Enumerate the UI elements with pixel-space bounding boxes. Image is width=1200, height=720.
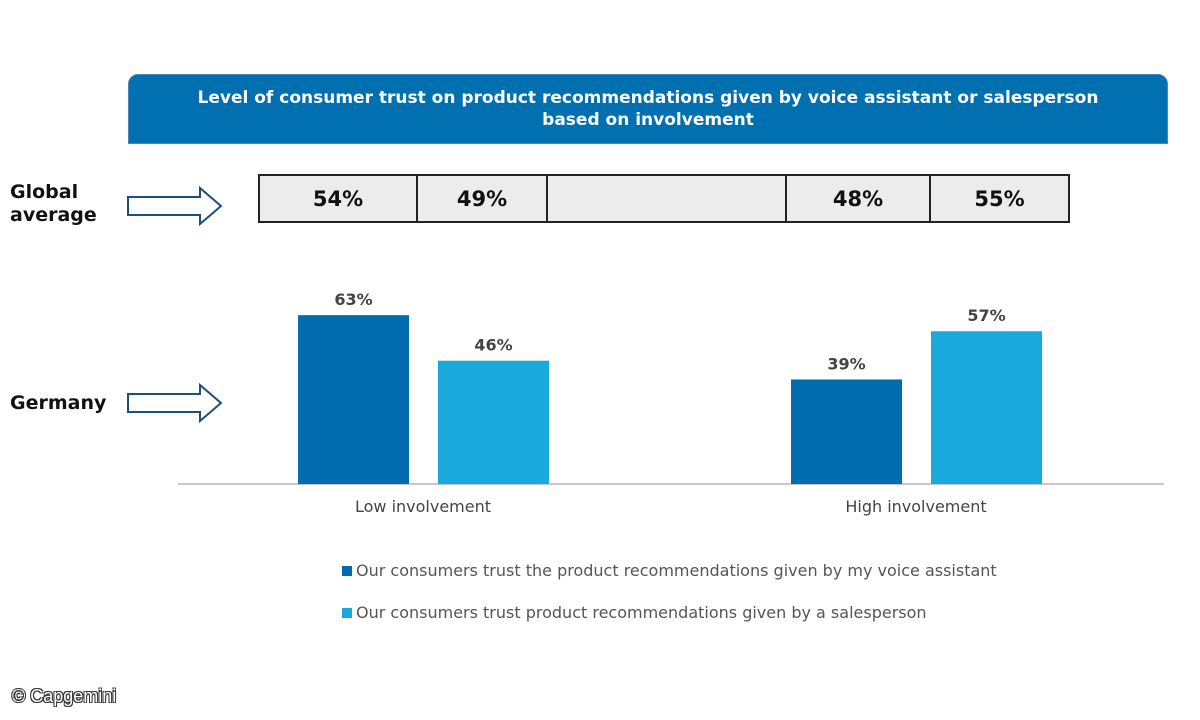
category-label-high: High involvement [845, 497, 986, 516]
global-label-line-1: Global [10, 181, 79, 203]
global-cell-high-salesperson: 55% [974, 186, 1025, 211]
data-label-high-voice: 39% [827, 354, 865, 373]
bar-high-voice [791, 379, 902, 484]
global-cell-low-salesperson: 49% [418, 176, 548, 221]
legend-label-voice-assistant: Our consumers trust the product recommen… [356, 561, 997, 580]
copyright-watermark: © Capgemini [12, 686, 117, 706]
bar-low-salesperson [438, 360, 549, 484]
legend-item-salesperson: Our consumers trust product recommendati… [342, 603, 927, 622]
chart-title-banner: Level of consumer trust on product recom… [128, 74, 1168, 144]
data-label-low-salesperson: 46% [474, 336, 512, 355]
global-cell-spacer [548, 176, 787, 221]
global-average-table: 54% 49% 48% 55% [258, 174, 1070, 223]
global-arrow-icon [127, 186, 223, 226]
germany-label: Germany [10, 392, 107, 414]
legend-item-voice-assistant: Our consumers trust the product recommen… [342, 561, 997, 580]
bar-low-voice [298, 315, 409, 484]
global-label-line-2: average [10, 204, 97, 226]
legend-swatch-salesperson [342, 607, 352, 618]
germany-arrow-icon [127, 383, 223, 423]
global-cell-high-voice: 48% [787, 176, 931, 221]
chart-title-line-1: Level of consumer trust on product recom… [197, 88, 1099, 108]
legend-label-salesperson: Our consumers trust product recommendati… [356, 603, 927, 622]
global-average-label: Global average [10, 181, 97, 227]
category-label-low: Low involvement [355, 497, 491, 516]
chart-title-line-2: based on involvement [542, 110, 754, 130]
legend-swatch-voice-assistant [342, 565, 352, 576]
bar-high-salesperson [931, 331, 1042, 484]
global-cell-low-voice: 54% [260, 176, 418, 221]
data-label-high-salesperson: 57% [967, 306, 1005, 325]
data-label-low-voice: 63% [334, 290, 372, 309]
